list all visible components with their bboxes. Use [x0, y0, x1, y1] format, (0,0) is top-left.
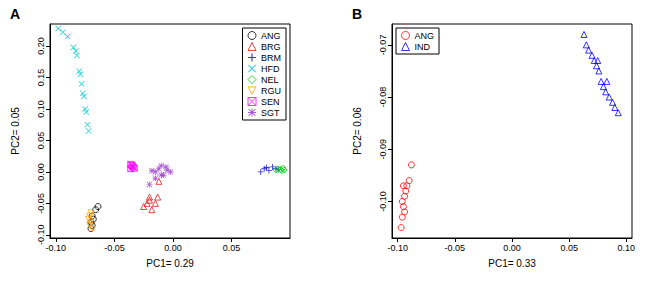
svg-text:BRM: BRM — [261, 53, 281, 63]
svg-text:-0.08: -0.08 — [378, 87, 388, 108]
svg-text:0.15: 0.15 — [36, 69, 46, 87]
svg-text:0.00: 0.00 — [164, 243, 182, 253]
svg-text:PC2= 0.06: PC2= 0.06 — [352, 107, 363, 155]
svg-text:-0.10: -0.10 — [378, 191, 388, 212]
svg-text:ANG: ANG — [261, 31, 281, 41]
svg-text:A: A — [10, 6, 20, 22]
svg-text:0.05: 0.05 — [223, 243, 241, 253]
svg-text:HFD: HFD — [261, 64, 280, 74]
svg-text:0.10: 0.10 — [36, 100, 46, 118]
svg-text:0.20: 0.20 — [36, 37, 46, 55]
svg-text:BRG: BRG — [261, 42, 281, 52]
svg-text:0.05: 0.05 — [36, 132, 46, 150]
svg-text:-0.10: -0.10 — [36, 225, 46, 246]
svg-text:0.00: 0.00 — [503, 243, 521, 253]
svg-text:-0.10: -0.10 — [387, 243, 408, 253]
svg-text:PC1= 0.29: PC1= 0.29 — [146, 258, 194, 269]
svg-text:0.05: 0.05 — [560, 243, 578, 253]
svg-text:0.10: 0.10 — [618, 243, 636, 253]
svg-text:PC2= 0.05: PC2= 0.05 — [10, 107, 21, 155]
svg-text:-0.07: -0.07 — [378, 35, 388, 56]
svg-text:-0.09: -0.09 — [378, 139, 388, 160]
svg-text:IND: IND — [415, 42, 431, 52]
svg-text:-0.10: -0.10 — [46, 243, 67, 253]
svg-text:SGT: SGT — [261, 108, 280, 118]
svg-text:NEL: NEL — [261, 75, 279, 85]
svg-text:B: B — [352, 6, 362, 22]
svg-text:SEN: SEN — [261, 97, 280, 107]
svg-text:RGU: RGU — [261, 86, 281, 96]
svg-text:0.00: 0.00 — [36, 163, 46, 181]
svg-text:-0.05: -0.05 — [104, 243, 125, 253]
svg-text:PC1= 0.33: PC1= 0.33 — [488, 258, 536, 269]
svg-text:ANG: ANG — [415, 31, 435, 41]
svg-text:-0.05: -0.05 — [445, 243, 466, 253]
svg-text:-0.05: -0.05 — [36, 193, 46, 214]
